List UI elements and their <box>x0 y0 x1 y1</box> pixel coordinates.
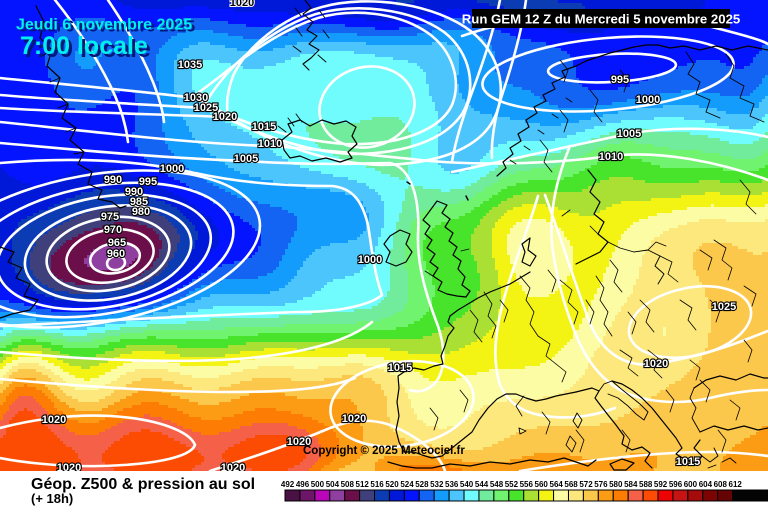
svg-text:560: 560 <box>535 480 549 489</box>
svg-text:1020: 1020 <box>213 111 237 123</box>
svg-text:584: 584 <box>624 480 638 489</box>
svg-text:1020: 1020 <box>221 462 245 474</box>
svg-text:1005: 1005 <box>234 153 258 165</box>
svg-text:564: 564 <box>550 480 564 489</box>
svg-text:1025: 1025 <box>712 301 736 313</box>
svg-text:1020: 1020 <box>57 462 81 474</box>
svg-text:520: 520 <box>385 480 399 489</box>
svg-text:600: 600 <box>684 480 698 489</box>
svg-text:7:00 locale: 7:00 locale <box>23 35 151 63</box>
svg-text:1020: 1020 <box>42 414 66 426</box>
svg-text:1010: 1010 <box>258 138 282 150</box>
svg-text:548: 548 <box>490 480 504 489</box>
svg-text:492: 492 <box>281 480 295 489</box>
svg-text:1020: 1020 <box>287 436 311 448</box>
svg-text:7:00 locale: 7:00 locale <box>20 32 148 60</box>
svg-text:Jeudi 6 novembre 2025: Jeudi 6 novembre 2025 <box>16 17 192 34</box>
svg-text:1010: 1010 <box>599 151 623 163</box>
svg-text:500: 500 <box>311 480 325 489</box>
svg-text:536: 536 <box>445 480 459 489</box>
svg-text:Copyright © 2025 Meteociel.fr: Copyright © 2025 Meteociel.fr <box>303 445 465 457</box>
svg-text:1000: 1000 <box>636 94 660 106</box>
svg-text:985: 985 <box>130 196 148 208</box>
svg-text:508: 508 <box>341 480 355 489</box>
svg-text:516: 516 <box>370 480 384 489</box>
svg-text:612: 612 <box>729 480 743 489</box>
svg-text:Run GEM 12 Z du Mercredi 5 nov: Run GEM 12 Z du Mercredi 5 novembre 2025 <box>462 12 741 27</box>
svg-text:1035: 1035 <box>178 59 202 71</box>
svg-text:528: 528 <box>415 480 429 489</box>
svg-text:Jeudi 6 novembre 2025: Jeudi 6 novembre 2025 <box>19 19 195 36</box>
svg-text:995: 995 <box>611 74 629 86</box>
svg-text:604: 604 <box>699 480 713 489</box>
svg-text:504: 504 <box>326 480 340 489</box>
svg-text:960: 960 <box>107 248 125 260</box>
svg-text:608: 608 <box>714 480 728 489</box>
svg-text:596: 596 <box>669 480 683 489</box>
svg-text:580: 580 <box>609 480 623 489</box>
svg-text:1000: 1000 <box>160 163 184 175</box>
svg-text:995: 995 <box>139 176 157 188</box>
svg-text:532: 532 <box>430 480 444 489</box>
svg-text:592: 592 <box>654 480 668 489</box>
svg-text:Géop. Z500 & pression au sol: Géop. Z500 & pression au sol <box>31 476 255 493</box>
svg-text:1015: 1015 <box>676 456 700 468</box>
svg-text:512: 512 <box>356 480 370 489</box>
svg-text:1015: 1015 <box>252 121 276 133</box>
svg-text:572: 572 <box>579 480 593 489</box>
svg-text:1020: 1020 <box>342 413 366 425</box>
svg-text:588: 588 <box>639 480 653 489</box>
svg-text:568: 568 <box>564 480 578 489</box>
svg-text:496: 496 <box>296 480 310 489</box>
svg-text:965: 965 <box>108 237 126 249</box>
svg-text:1020: 1020 <box>644 358 668 370</box>
svg-text:990: 990 <box>104 174 122 186</box>
svg-text:1005: 1005 <box>617 128 641 140</box>
svg-text:1015: 1015 <box>388 362 412 374</box>
svg-text:576: 576 <box>594 480 608 489</box>
svg-text:990: 990 <box>125 186 143 198</box>
svg-text:975: 975 <box>101 211 119 223</box>
svg-text:(+ 18h): (+ 18h) <box>31 491 73 506</box>
svg-text:1000: 1000 <box>358 254 382 266</box>
svg-text:556: 556 <box>520 480 534 489</box>
svg-text:540: 540 <box>460 480 474 489</box>
svg-text:980: 980 <box>132 206 150 218</box>
svg-text:524: 524 <box>400 480 414 489</box>
svg-text:1030: 1030 <box>184 92 208 104</box>
svg-text:1020: 1020 <box>230 0 254 9</box>
svg-text:1025: 1025 <box>194 102 218 114</box>
svg-text:552: 552 <box>505 480 519 489</box>
svg-text:970: 970 <box>104 224 122 236</box>
svg-text:544: 544 <box>475 480 489 489</box>
